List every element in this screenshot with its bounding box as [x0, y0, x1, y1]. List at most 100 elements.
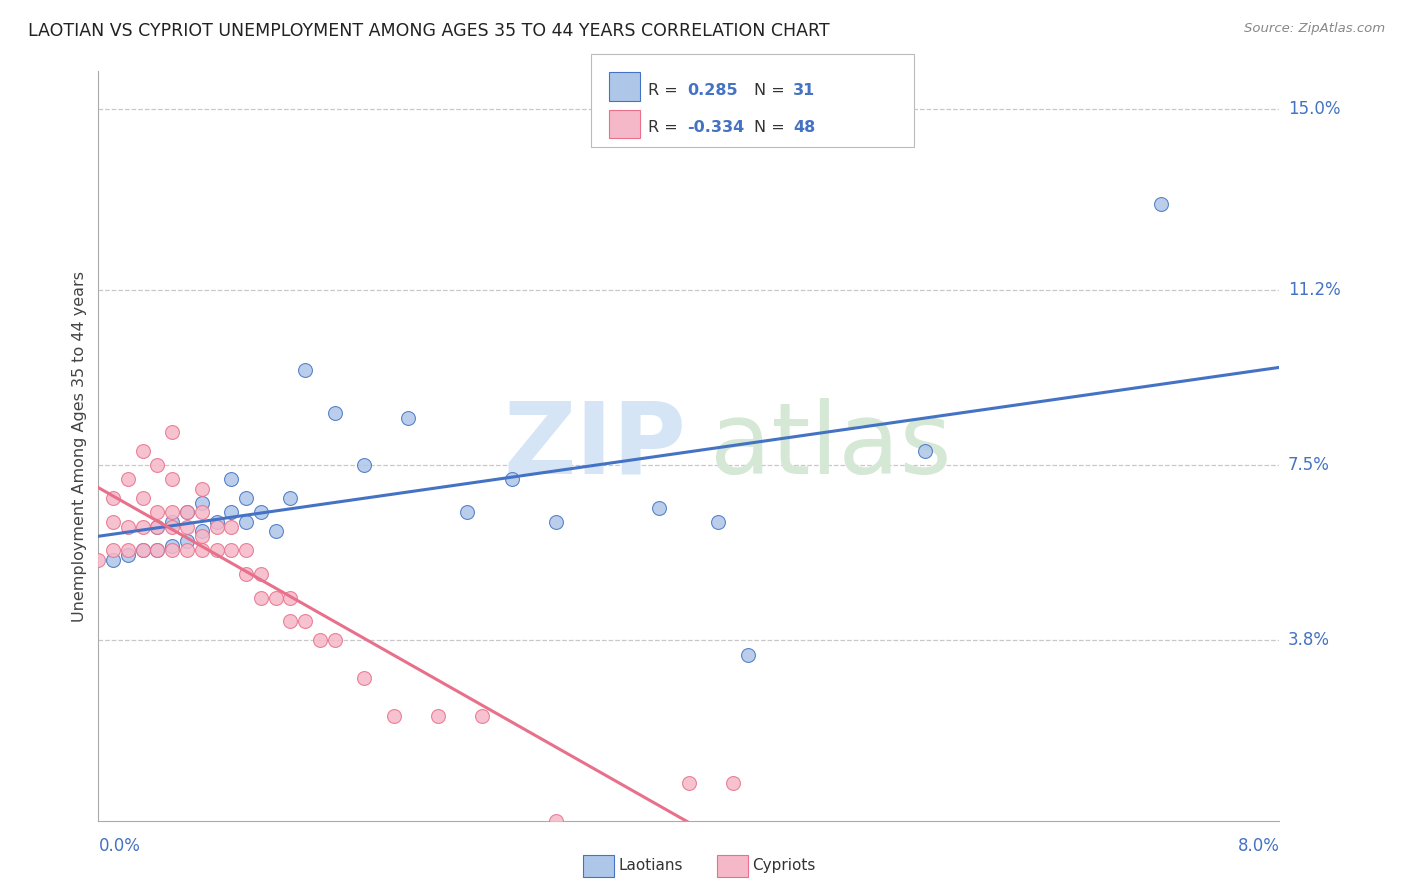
Text: Laotians: Laotians: [619, 858, 683, 872]
Point: [103, 553, 125, 567]
Point: [678, 775, 700, 789]
Point: [457, 505, 479, 519]
Point: [132, 443, 155, 458]
Point: [221, 505, 243, 519]
Text: 8.0%: 8.0%: [1237, 838, 1279, 855]
Point: [176, 543, 198, 558]
Point: [205, 519, 228, 533]
Point: [501, 472, 523, 486]
Point: [648, 500, 671, 515]
Point: [103, 491, 125, 505]
Point: [87, 553, 110, 567]
Point: [191, 496, 214, 510]
Point: [132, 543, 155, 558]
Point: [117, 519, 139, 533]
Point: [117, 543, 139, 558]
Point: [132, 491, 155, 505]
Point: [162, 519, 183, 533]
Point: [132, 519, 155, 533]
Point: [235, 491, 257, 505]
Point: [723, 775, 745, 789]
Point: [294, 615, 316, 629]
Point: [250, 567, 273, 582]
Point: [264, 591, 287, 605]
Point: [162, 515, 183, 529]
Text: R =: R =: [648, 120, 683, 135]
Text: N =: N =: [754, 120, 790, 135]
Point: [546, 515, 568, 529]
Point: [146, 505, 169, 519]
Text: ZIP: ZIP: [503, 398, 686, 494]
Point: [103, 515, 125, 529]
Point: [146, 519, 169, 533]
Point: [707, 515, 730, 529]
Point: [250, 505, 273, 519]
Point: [176, 533, 198, 548]
Point: [323, 633, 346, 648]
Point: [235, 515, 257, 529]
Point: [471, 709, 494, 723]
Point: [176, 505, 198, 519]
Text: LAOTIAN VS CYPRIOT UNEMPLOYMENT AMONG AGES 35 TO 44 YEARS CORRELATION CHART: LAOTIAN VS CYPRIOT UNEMPLOYMENT AMONG AG…: [28, 22, 830, 40]
Point: [146, 519, 169, 533]
Point: [737, 648, 759, 662]
Point: [176, 519, 198, 533]
Point: [132, 543, 155, 558]
Point: [146, 543, 169, 558]
Point: [235, 543, 257, 558]
Point: [162, 539, 183, 553]
Point: [546, 814, 568, 828]
Point: [191, 524, 214, 539]
Point: [221, 519, 243, 533]
Text: 0.285: 0.285: [688, 83, 738, 98]
Point: [103, 543, 125, 558]
Point: [427, 709, 450, 723]
Text: 15.0%: 15.0%: [1288, 100, 1340, 119]
Text: 3.8%: 3.8%: [1288, 632, 1330, 649]
Point: [353, 672, 375, 686]
Point: [205, 515, 228, 529]
Point: [162, 425, 183, 439]
Text: 0.0%: 0.0%: [98, 838, 141, 855]
Point: [353, 458, 375, 472]
Y-axis label: Unemployment Among Ages 35 to 44 years: Unemployment Among Ages 35 to 44 years: [72, 270, 87, 622]
Point: [146, 543, 169, 558]
Text: 7.5%: 7.5%: [1288, 456, 1330, 474]
Point: [191, 543, 214, 558]
Point: [250, 591, 273, 605]
Text: Source: ZipAtlas.com: Source: ZipAtlas.com: [1244, 22, 1385, 36]
Point: [191, 482, 214, 496]
Point: [914, 443, 936, 458]
Text: 11.2%: 11.2%: [1288, 280, 1340, 299]
Point: [221, 472, 243, 486]
Point: [191, 505, 214, 519]
Point: [1150, 197, 1173, 211]
Point: [162, 505, 183, 519]
Point: [176, 505, 198, 519]
Point: [398, 410, 420, 425]
Point: [162, 472, 183, 486]
Point: [382, 709, 405, 723]
Text: R =: R =: [648, 83, 683, 98]
Point: [264, 524, 287, 539]
Point: [205, 543, 228, 558]
Point: [191, 529, 214, 543]
Point: [221, 543, 243, 558]
Text: Cypriots: Cypriots: [752, 858, 815, 872]
Text: -0.334: -0.334: [688, 120, 745, 135]
Point: [117, 472, 139, 486]
Point: [146, 458, 169, 472]
Text: 48: 48: [793, 120, 815, 135]
Text: N =: N =: [754, 83, 790, 98]
Point: [280, 591, 302, 605]
Point: [280, 615, 302, 629]
Point: [294, 363, 316, 377]
Point: [162, 543, 183, 558]
Point: [280, 491, 302, 505]
Point: [235, 567, 257, 582]
Text: 31: 31: [793, 83, 815, 98]
Point: [117, 548, 139, 562]
Text: atlas: atlas: [710, 398, 952, 494]
Point: [323, 406, 346, 420]
Point: [309, 633, 332, 648]
